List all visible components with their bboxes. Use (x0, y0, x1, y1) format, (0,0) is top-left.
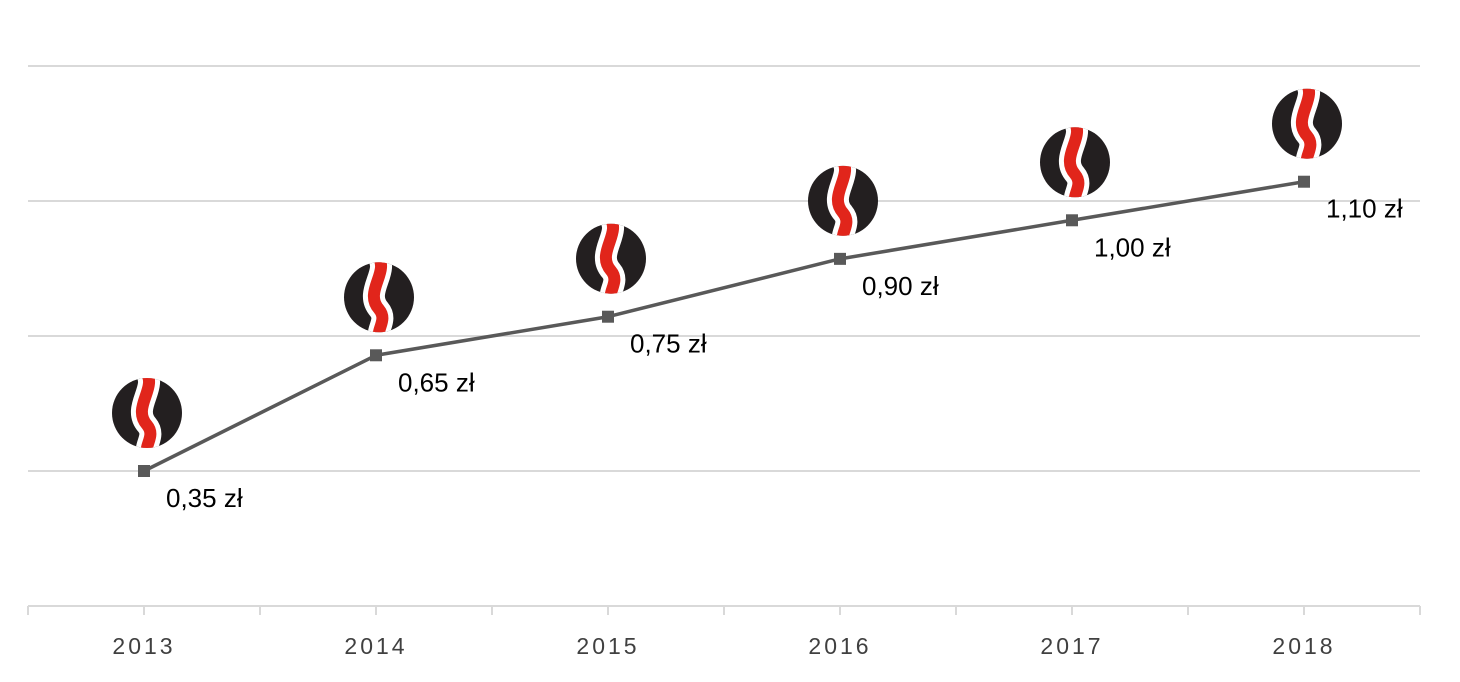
gridlines (28, 65, 1420, 472)
data-label-2014: 0,65 zł (398, 367, 475, 397)
data-point-2016 (834, 252, 846, 265)
x-tick-labels: 2013 2014 2015 2016 2017 2018 (112, 633, 1335, 659)
x-tick-label-2018: 2018 (1272, 633, 1335, 659)
data-point-2015 (602, 310, 614, 323)
x-tick-label-2015: 2015 (576, 633, 639, 659)
logo-markers (112, 82, 1342, 457)
logo-icon (1040, 120, 1110, 206)
x-tick-label-2014: 2014 (344, 633, 407, 659)
data-point-2017 (1066, 214, 1078, 227)
logo-icon (112, 371, 182, 457)
series-line (143, 179, 1305, 473)
data-point-2014 (370, 349, 382, 362)
x-tick-label-2013: 2013 (112, 633, 175, 659)
series-line-group (138, 175, 1310, 477)
logo-icon (1272, 82, 1342, 168)
x-axis (27, 605, 1421, 615)
data-point-2013 (138, 465, 150, 477)
data-label-2013: 0,35 zł (166, 483, 243, 513)
data-labels: 0,35 zł 0,65 zł 0,75 zł 0,90 zł 1,00 zł 1,10 … (166, 194, 1403, 513)
logo-icon (576, 217, 646, 303)
data-label-2016: 0,90 zł (862, 271, 939, 301)
x-tick-label-2017: 2017 (1040, 633, 1103, 659)
data-label-2015: 0,75 zł (630, 329, 707, 359)
logo-icon (808, 159, 878, 245)
logo-icon (344, 255, 414, 341)
data-point-2018 (1298, 175, 1310, 188)
data-label-2017: 1,00 zł (1094, 232, 1171, 262)
x-tick-label-2016: 2016 (808, 633, 871, 659)
data-label-2018: 1,10 zł (1326, 194, 1403, 224)
